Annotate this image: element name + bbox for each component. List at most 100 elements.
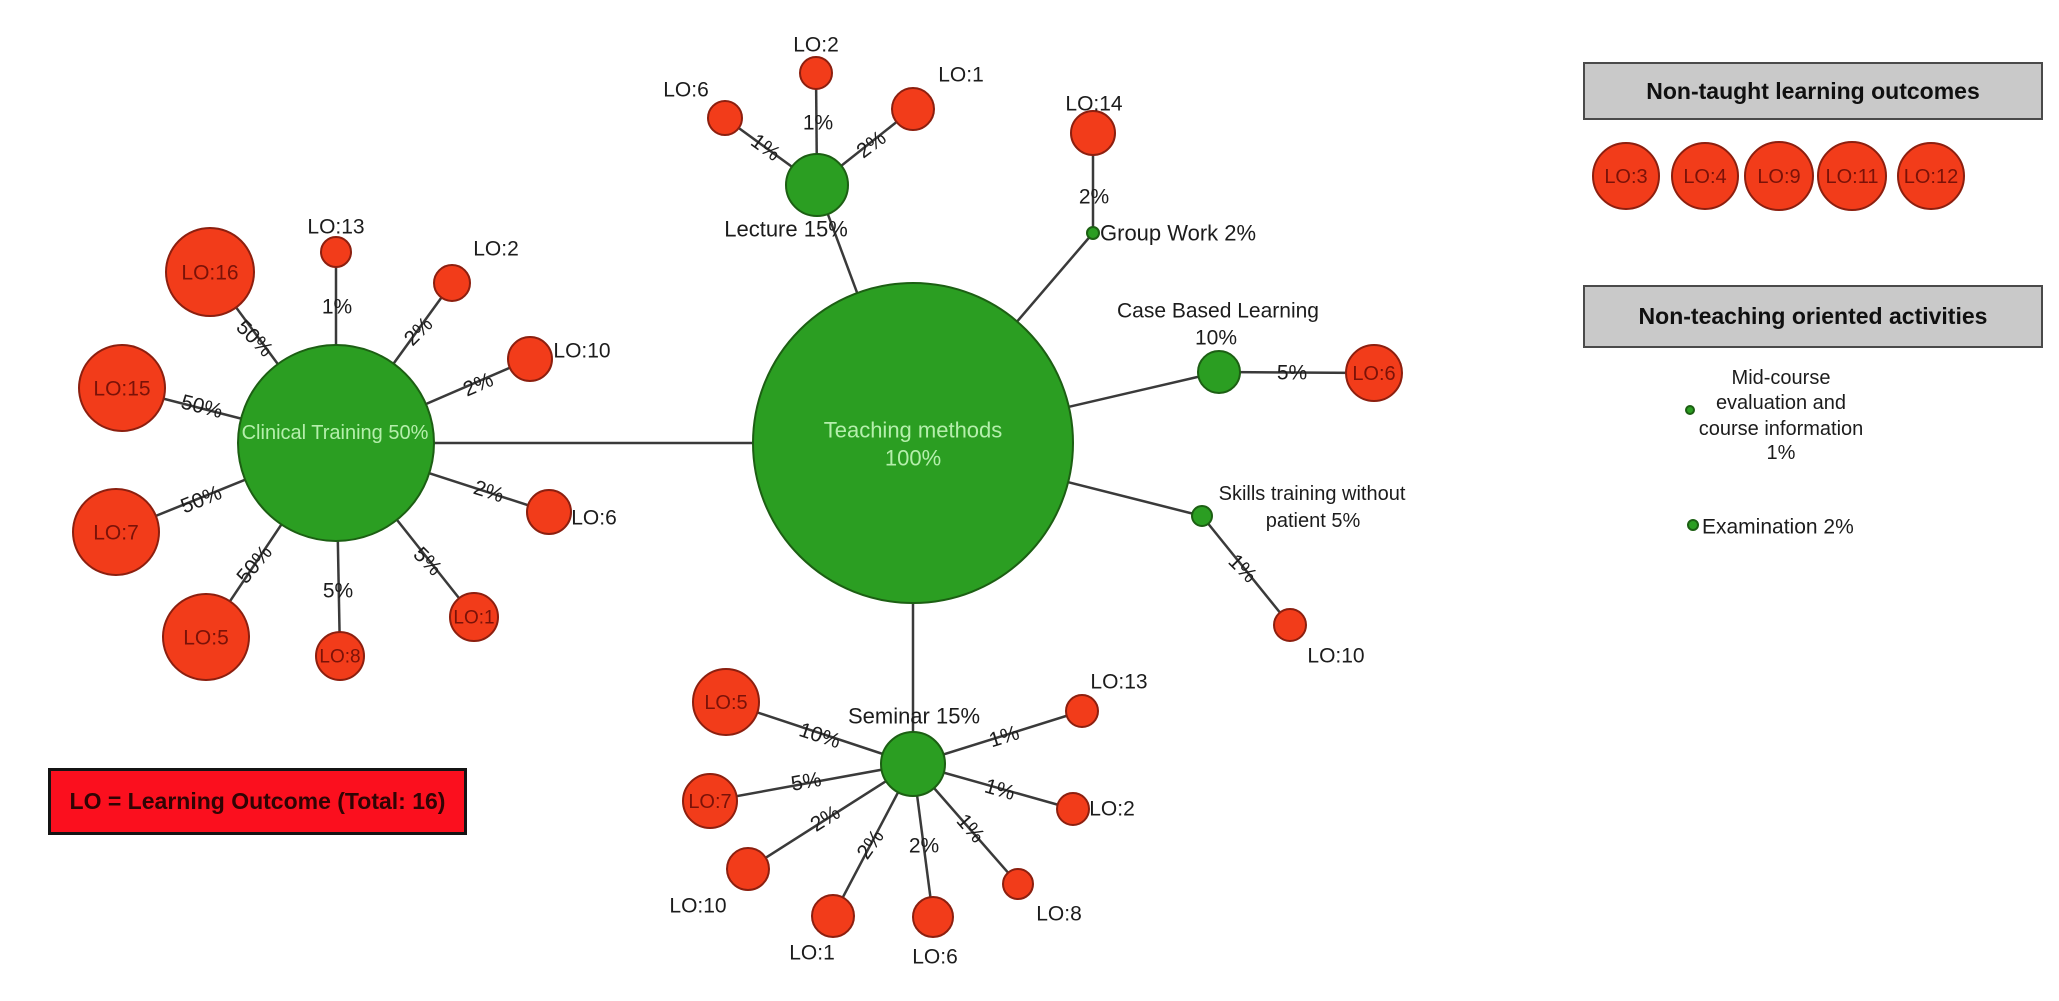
label-50-: 50% bbox=[178, 481, 226, 518]
node-cl_lo1 bbox=[449, 592, 499, 642]
label-5-: 5% bbox=[323, 579, 353, 602]
label-lo-4: LO:4 bbox=[1683, 166, 1726, 188]
node-seminar bbox=[880, 731, 946, 797]
label-lo-10: LO:10 bbox=[553, 339, 610, 362]
label-5-: 5% bbox=[789, 768, 823, 796]
label-lo-7: LO:7 bbox=[688, 791, 731, 813]
legend-text: LO = Learning Outcome (Total: 16) bbox=[69, 788, 446, 814]
non-taught-header: Non-taught learning outcomes bbox=[1583, 62, 2043, 120]
node-exam_dot bbox=[1687, 519, 1699, 531]
node-cl_lo10 bbox=[507, 336, 553, 382]
label-lo-13: LO:13 bbox=[307, 215, 364, 238]
label-5-: 5% bbox=[1277, 361, 1307, 384]
label-lo-2: LO:2 bbox=[473, 237, 519, 260]
label-50-: 50% bbox=[179, 391, 225, 423]
node-lec_lo6 bbox=[707, 100, 743, 136]
label-lo-6: LO:6 bbox=[571, 506, 617, 529]
node-lo14 bbox=[1070, 110, 1116, 156]
node-cl_lo13 bbox=[320, 236, 352, 268]
label-lo-9: LO:9 bbox=[1757, 166, 1800, 188]
label-10-: 10% bbox=[1195, 326, 1237, 349]
edge-seminar-sem_lo7 bbox=[709, 762, 914, 803]
non-teaching-header-label: Non-teaching oriented activities bbox=[1638, 303, 1988, 329]
label-lecture-15-: Lecture 15% bbox=[724, 217, 848, 242]
label-lo-16: LO:16 bbox=[181, 261, 238, 284]
node-nt_lo4 bbox=[1671, 142, 1739, 210]
label-1-: 1% bbox=[986, 721, 1022, 752]
node-sem_lo13 bbox=[1065, 694, 1099, 728]
label-lo-1: LO:1 bbox=[453, 608, 494, 629]
node-cl_lo7 bbox=[72, 488, 160, 576]
node-lecture bbox=[785, 153, 849, 217]
label-lo-1: LO:1 bbox=[938, 63, 984, 86]
label-skills-training-without: Skills training without bbox=[1219, 483, 1406, 505]
label-lo-5: LO:5 bbox=[704, 692, 747, 714]
node-cl_lo16 bbox=[165, 227, 255, 317]
label-group-work-2-: Group Work 2% bbox=[1100, 221, 1256, 246]
label-seminar-15-: Seminar 15% bbox=[848, 704, 980, 729]
label-2-: 2% bbox=[909, 834, 939, 857]
node-sk_lo10 bbox=[1273, 608, 1307, 642]
node-sem_lo10 bbox=[726, 847, 770, 891]
node-nt_lo11 bbox=[1817, 141, 1887, 211]
node-sem_lo7 bbox=[682, 773, 738, 829]
label-2-: 2% bbox=[1079, 185, 1109, 208]
label-patient-5-: patient 5% bbox=[1266, 510, 1361, 532]
label-lo-2: LO:2 bbox=[793, 33, 839, 56]
label-2-: 2% bbox=[460, 368, 497, 401]
label-case-based-learning: Case Based Learning bbox=[1117, 299, 1319, 322]
node-mid_dot bbox=[1685, 405, 1695, 415]
edge-skills-sk_lo10 bbox=[1201, 515, 1291, 626]
non-teaching-header: Non-teaching oriented activities bbox=[1583, 285, 2043, 348]
label-2-: 2% bbox=[471, 476, 507, 507]
label-lo-7: LO:7 bbox=[93, 521, 139, 544]
label-lo-10: LO:10 bbox=[669, 894, 726, 917]
label-lo-6: LO:6 bbox=[1352, 363, 1395, 385]
label-50-: 50% bbox=[232, 541, 277, 588]
label-examination-2-: Examination 2% bbox=[1702, 515, 1854, 538]
label-lo-11: LO:11 bbox=[1826, 166, 1879, 188]
node-casebased bbox=[1197, 350, 1241, 394]
label-lo-2: LO:2 bbox=[1089, 797, 1135, 820]
node-groupwork bbox=[1086, 226, 1100, 240]
label-course-information: course information bbox=[1699, 418, 1864, 440]
label-lo-10: LO:10 bbox=[1307, 644, 1364, 667]
label-2-: 2% bbox=[853, 825, 889, 863]
node-cl_lo2 bbox=[433, 264, 471, 302]
node-nt_lo12 bbox=[1897, 142, 1965, 210]
node-sem_lo8 bbox=[1002, 868, 1034, 900]
label-lo-13: LO:13 bbox=[1090, 670, 1147, 693]
label-lo-8: LO:8 bbox=[1036, 902, 1082, 925]
label-clinical-training-50-: Clinical Training 50% bbox=[242, 422, 429, 444]
label-2-: 2% bbox=[400, 313, 438, 351]
node-lec_lo2 bbox=[799, 56, 833, 90]
node-skills bbox=[1191, 505, 1213, 527]
node-cl_lo8 bbox=[315, 631, 365, 681]
node-sem_lo1 bbox=[811, 894, 855, 938]
node-cb_lo6 bbox=[1345, 344, 1403, 402]
label-1-: 1% bbox=[1767, 442, 1796, 464]
node-clinical bbox=[237, 344, 435, 542]
label-lo-14: LO:14 bbox=[1065, 92, 1123, 115]
label-lo-12: LO:12 bbox=[1904, 166, 1958, 188]
label-1-: 1% bbox=[322, 295, 352, 318]
label-mid-course: Mid-course bbox=[1732, 367, 1831, 389]
label-2-: 2% bbox=[806, 801, 844, 837]
node-nt_lo9 bbox=[1744, 141, 1814, 211]
non-taught-header-label: Non-taught learning outcomes bbox=[1646, 77, 1980, 104]
label-lo-1: LO:1 bbox=[789, 941, 835, 964]
node-teaching bbox=[752, 282, 1074, 604]
node-cl_lo6 bbox=[526, 489, 572, 535]
label-1-: 1% bbox=[803, 111, 833, 134]
label-evaluation-and: evaluation and bbox=[1716, 392, 1846, 414]
label-1-: 1% bbox=[746, 129, 784, 165]
label-lo-5: LO:5 bbox=[183, 626, 229, 649]
legend-box: LO = Learning Outcome (Total: 16) bbox=[48, 768, 467, 835]
label-100-: 100% bbox=[885, 446, 941, 471]
node-cl_lo5 bbox=[162, 593, 250, 681]
node-sem_lo6 bbox=[912, 896, 954, 938]
label-lo-3: LO:3 bbox=[1604, 166, 1647, 188]
node-lec_lo1 bbox=[891, 87, 935, 131]
